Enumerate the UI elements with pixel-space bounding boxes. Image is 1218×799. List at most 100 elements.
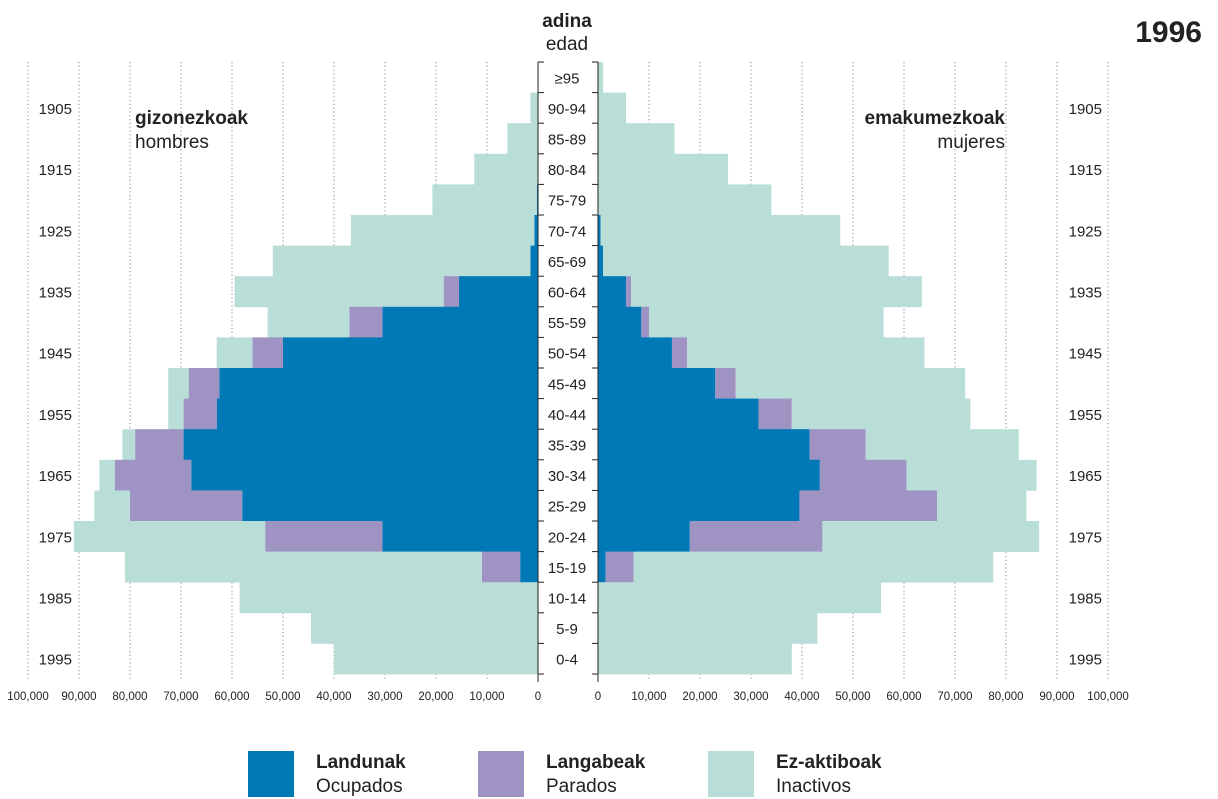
bar-women-inactive bbox=[791, 398, 971, 430]
bar-men-unemployed bbox=[130, 490, 243, 522]
bar-men-inactive bbox=[267, 306, 350, 338]
bar-women-employed bbox=[598, 521, 690, 552]
birth-year-label-right: 1965 bbox=[1069, 468, 1102, 485]
bar-men-employed bbox=[536, 184, 538, 216]
bar-women-inactive bbox=[600, 215, 841, 246]
bar-women-employed bbox=[598, 215, 601, 246]
legend-label-inactive-spanish: Inactivos bbox=[776, 776, 851, 797]
bar-men-inactive bbox=[474, 153, 538, 185]
bar-women-employed bbox=[598, 398, 759, 430]
bar-women-employed bbox=[598, 459, 820, 491]
bar-men-unemployed bbox=[252, 337, 283, 369]
birth-year-label-left: 1965 bbox=[39, 468, 72, 485]
bar-men-unemployed bbox=[443, 276, 459, 308]
birth-year-label-left: 1925 bbox=[39, 223, 72, 240]
age-group-label: 75-79 bbox=[548, 193, 586, 210]
bar-men-employed bbox=[382, 306, 538, 338]
bar-men-employed bbox=[183, 429, 539, 461]
women-title-basque: emakumezkoak bbox=[865, 108, 1006, 129]
bar-women-employed bbox=[598, 337, 672, 369]
bar-women-employed bbox=[598, 490, 800, 522]
age-group-label: 60-64 bbox=[548, 285, 586, 302]
axis-labels: ≥95 90-94 85-89 80-84 75-79 70-74 65-69 60-64 55… bbox=[7, 70, 1129, 703]
bar-women-inactive bbox=[687, 337, 925, 369]
bar-men-inactive bbox=[311, 612, 538, 644]
age-group-label: 40-44 bbox=[548, 407, 586, 424]
center-age-column bbox=[537, 61, 599, 682]
bar-women-inactive bbox=[598, 123, 675, 155]
x-tick-label-right: 50,000 bbox=[835, 691, 870, 703]
bar-women-unemployed bbox=[626, 276, 632, 308]
legend: Landunak Ocupados Langabeak Parados Ez-a… bbox=[248, 751, 882, 797]
bar-men-inactive bbox=[94, 490, 130, 522]
birth-year-label-left: 1935 bbox=[39, 285, 72, 302]
bar-women-inactive bbox=[649, 306, 884, 338]
age-group-label: 80-84 bbox=[548, 162, 586, 179]
age-group-label: 70-74 bbox=[548, 223, 586, 240]
bar-women-employed bbox=[598, 551, 606, 583]
legend-label-employed-basque: Landunak bbox=[316, 752, 406, 773]
bar-women-employed bbox=[598, 368, 716, 399]
bar-women-unemployed bbox=[758, 398, 792, 430]
age-axis-header-spanish: edad bbox=[546, 34, 588, 55]
bar-women-unemployed bbox=[641, 306, 649, 338]
x-tick-label-left: 10,000 bbox=[469, 691, 504, 703]
bar-women-unemployed bbox=[605, 551, 634, 583]
birth-year-label-right: 1955 bbox=[1069, 407, 1102, 424]
x-tick-label-right: 30,000 bbox=[733, 691, 768, 703]
bar-men-employed bbox=[458, 276, 538, 308]
legend-label-employed-spanish: Ocupados bbox=[316, 776, 403, 797]
bar-women-inactive bbox=[598, 184, 772, 216]
bar-men-employed bbox=[219, 368, 538, 399]
x-tick-label-left: 50,000 bbox=[265, 691, 300, 703]
bar-women-inactive bbox=[603, 245, 889, 277]
birth-year-label-right: 1985 bbox=[1069, 591, 1102, 608]
bar-women-inactive bbox=[598, 153, 729, 185]
bar-men-unemployed bbox=[188, 368, 220, 399]
x-tick-label-left: 40,000 bbox=[316, 691, 351, 703]
age-group-label: ≥95 bbox=[555, 70, 580, 87]
bar-men-inactive bbox=[73, 521, 266, 552]
men-title-basque: gizonezkoak bbox=[135, 108, 248, 129]
bar-men-employed bbox=[283, 337, 538, 369]
birth-year-label-right: 1945 bbox=[1069, 346, 1102, 363]
bar-women-inactive bbox=[631, 276, 922, 308]
bar-men-inactive bbox=[350, 215, 535, 246]
bar-women-unemployed bbox=[715, 368, 736, 399]
bar-women-employed bbox=[598, 245, 604, 277]
legend-swatch-unemployed bbox=[478, 751, 524, 797]
birth-year-label-right: 1995 bbox=[1069, 652, 1102, 669]
birth-year-label-left: 1915 bbox=[39, 162, 72, 179]
age-group-label: 85-89 bbox=[548, 132, 586, 149]
x-tick-label-left: 80,000 bbox=[112, 691, 147, 703]
bar-women-inactive bbox=[598, 62, 604, 93]
bar-men-unemployed bbox=[183, 398, 217, 430]
bar-women-inactive bbox=[598, 92, 627, 124]
bar-men-inactive bbox=[507, 123, 538, 155]
birth-year-label-left: 1995 bbox=[39, 652, 72, 669]
bar-women-inactive bbox=[822, 521, 1040, 552]
bar-women-unemployed bbox=[671, 337, 688, 369]
age-group-label: 45-49 bbox=[548, 376, 586, 393]
bar-men-inactive bbox=[530, 92, 538, 124]
bar-women-employed bbox=[598, 276, 627, 308]
legend-swatch-employed bbox=[248, 751, 294, 797]
bar-men-employed bbox=[242, 490, 538, 522]
bar-women-inactive bbox=[598, 643, 792, 675]
birth-year-label-right: 1905 bbox=[1069, 101, 1102, 118]
age-group-label: 35-39 bbox=[548, 438, 586, 455]
bar-men-inactive bbox=[99, 459, 115, 491]
age-group-label: 10-14 bbox=[548, 591, 586, 608]
age-group-label: 65-69 bbox=[548, 254, 586, 271]
legend-item-unemployed: Langabeak Parados bbox=[478, 751, 646, 797]
bar-men-inactive bbox=[168, 368, 189, 399]
birth-year-label-left: 1945 bbox=[39, 346, 72, 363]
x-tick-label-right: 90,000 bbox=[1039, 691, 1074, 703]
year-title: 1996 bbox=[1135, 16, 1202, 49]
bar-women-inactive bbox=[633, 551, 994, 583]
x-tick-label-right: 40,000 bbox=[784, 691, 819, 703]
bar-men-unemployed bbox=[265, 521, 383, 552]
men-title-spanish: hombres bbox=[135, 132, 209, 153]
age-group-label: 50-54 bbox=[548, 346, 586, 363]
legend-label-unemployed-spanish: Parados bbox=[546, 776, 617, 797]
